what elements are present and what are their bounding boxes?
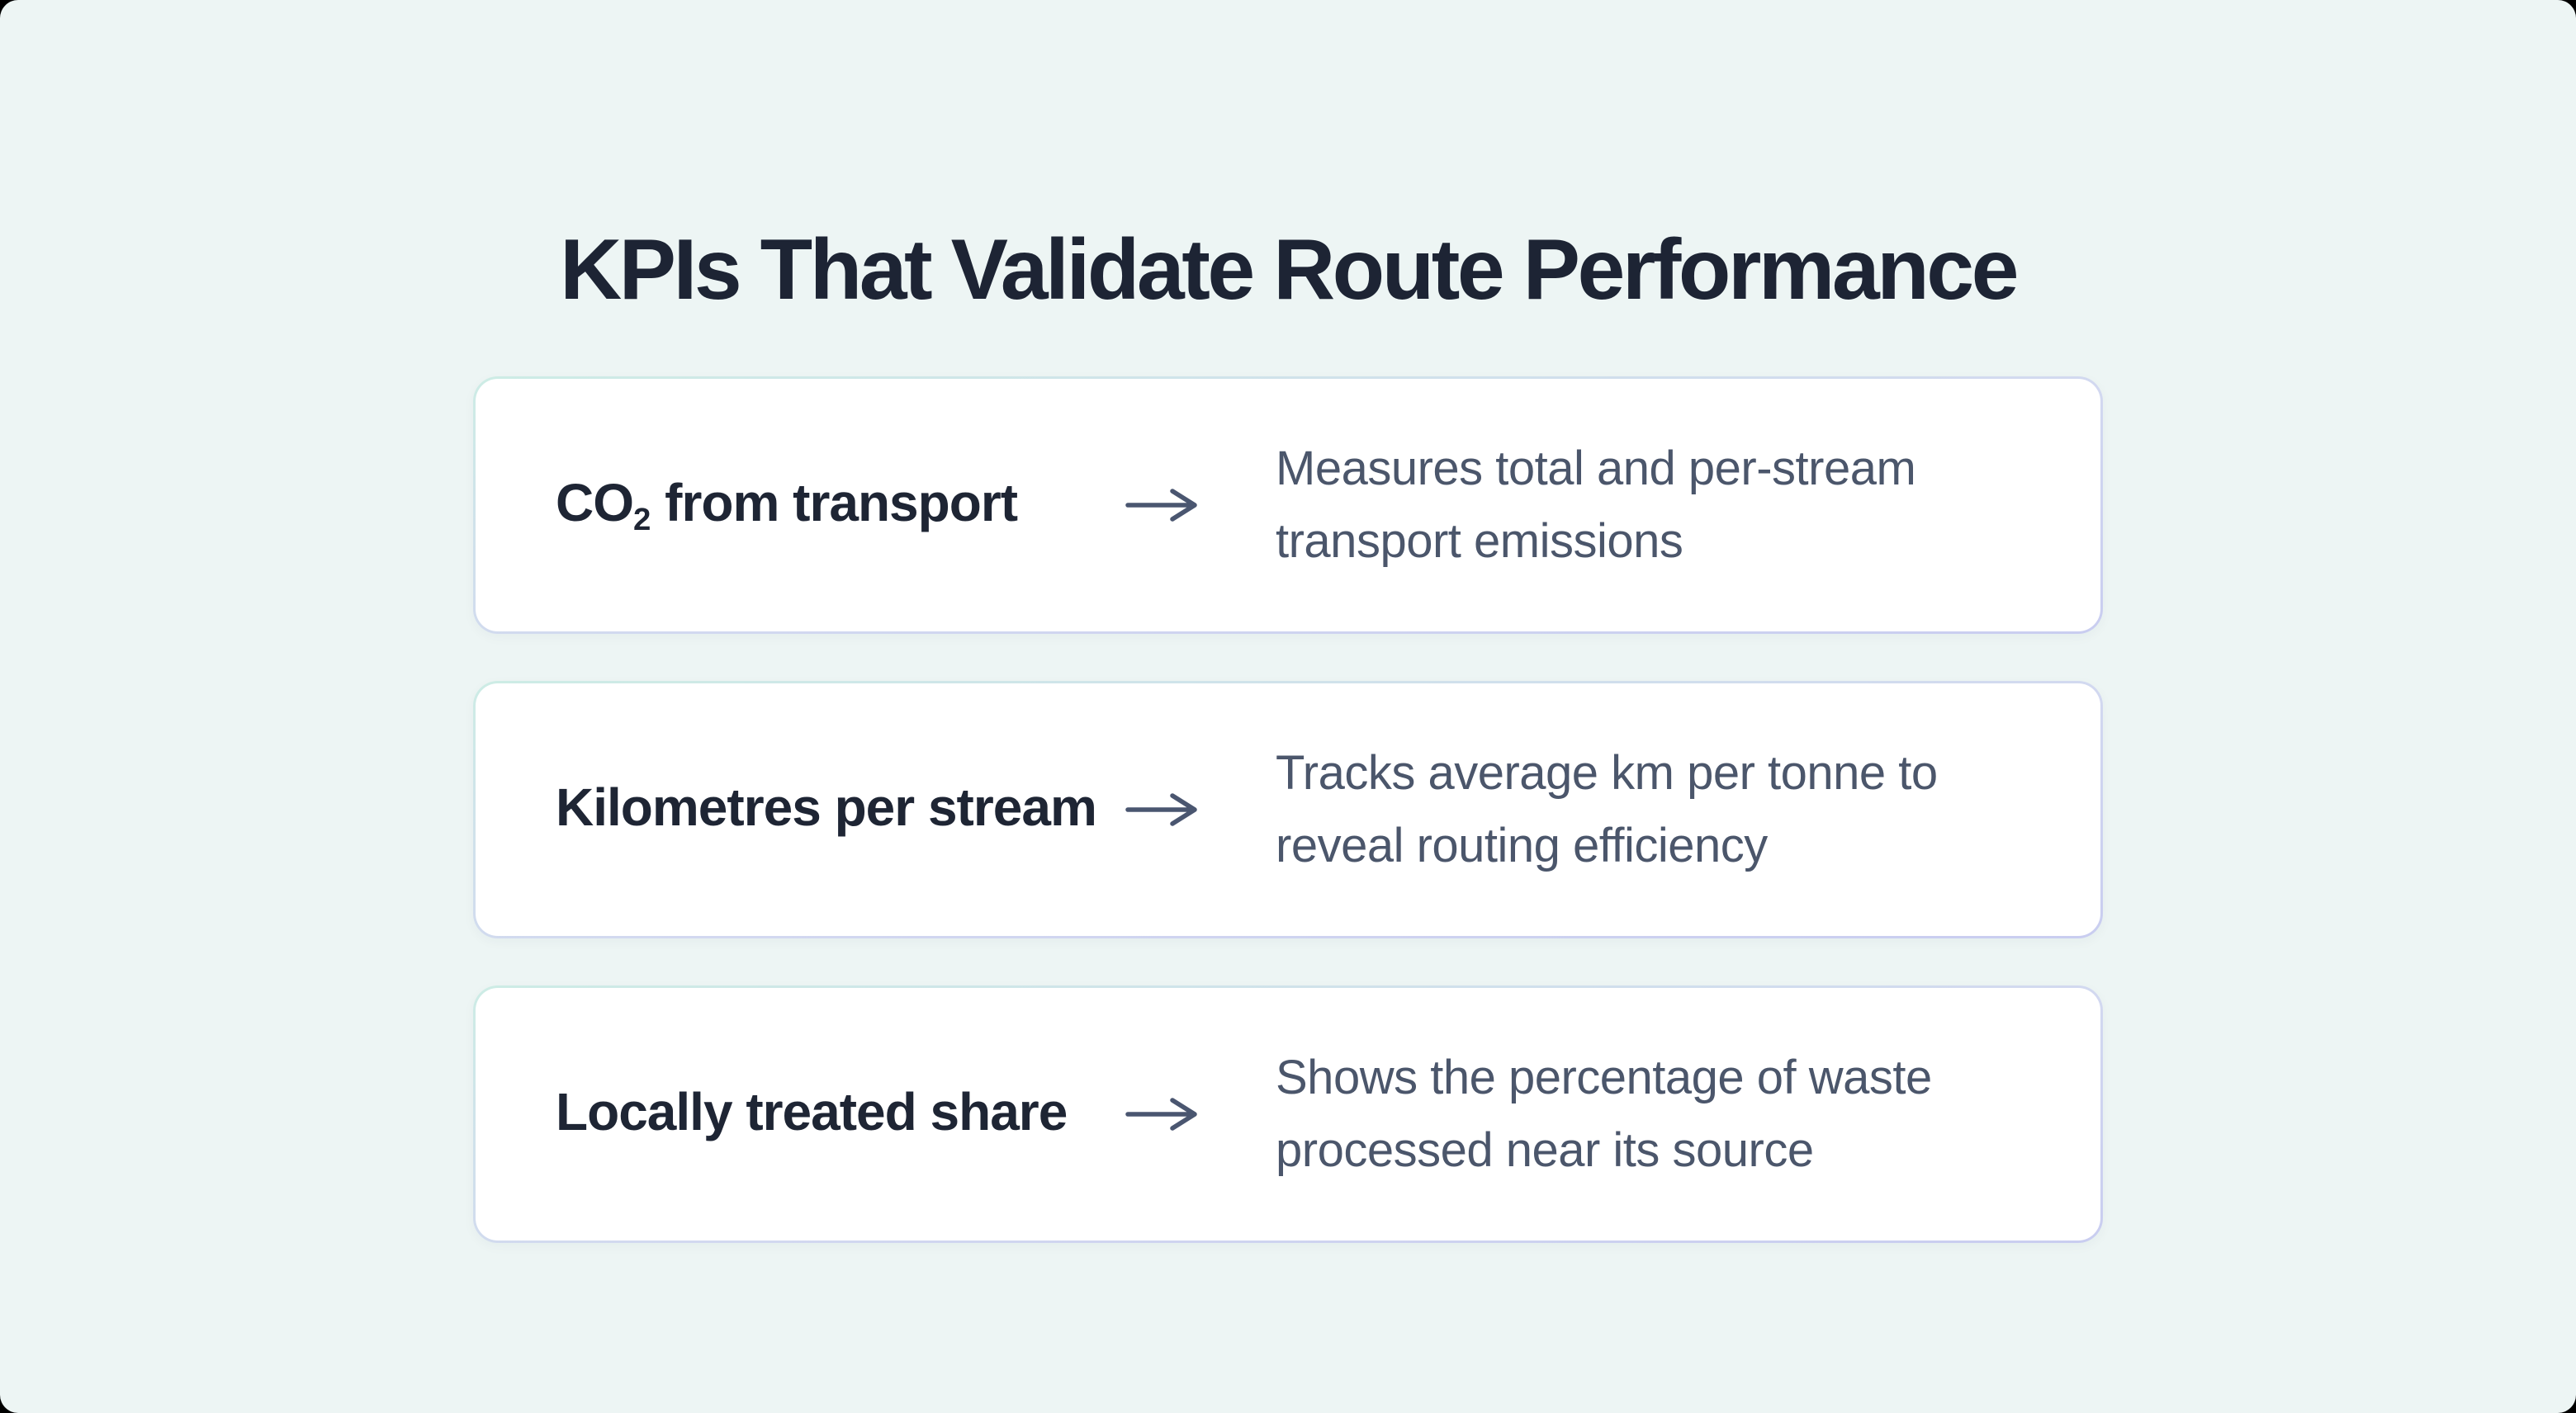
kpi-description-line1: Shows the percentage of waste	[1276, 1051, 1932, 1104]
kpi-description-line2: processed near its source	[1276, 1123, 1814, 1177]
kpi-label-main: Kilometres per stream	[556, 777, 1097, 837]
kpi-card: Kilometres per stream Tracks average km …	[473, 681, 2103, 938]
arrow-right-icon	[1109, 792, 1216, 828]
kpi-card: Locally treated share Shows the percenta…	[473, 985, 2103, 1243]
kpi-card-inner: Locally treated share Shows the percenta…	[476, 988, 2100, 1241]
arrow-right-icon	[1109, 1096, 1216, 1132]
kpi-label-subscript: 2	[633, 501, 651, 537]
kpi-description: Measures total and per-stream transport …	[1276, 432, 1916, 578]
kpi-card-inner: CO2 from transport Measures total and pe…	[476, 379, 2100, 631]
kpi-description-line1: Tracks average km per tonne to	[1276, 746, 1938, 800]
kpi-description-line2: reveal routing efficiency	[1276, 819, 1768, 872]
kpi-label-main: Locally treated share	[556, 1081, 1068, 1141]
kpi-label: Kilometres per stream	[556, 777, 1109, 843]
kpi-description-line1: Measures total and per-stream	[1276, 442, 1916, 495]
kpi-label-main: CO	[556, 472, 634, 532]
kpi-description: Shows the percentage of waste processed …	[1276, 1042, 1932, 1187]
kpi-card: CO2 from transport Measures total and pe…	[473, 376, 2103, 634]
kpi-label: CO2 from transport	[556, 473, 1109, 538]
kpi-card-inner: Kilometres per stream Tracks average km …	[476, 683, 2100, 936]
page-title: KPIs That Validate Route Performance	[560, 221, 2019, 318]
kpi-card-list: CO2 from transport Measures total and pe…	[473, 376, 2103, 1243]
kpi-label: Locally treated share	[556, 1082, 1109, 1147]
kpi-description-line2: transport emissions	[1276, 514, 1683, 568]
kpi-description: Tracks average km per tonne to reveal ro…	[1276, 737, 1938, 882]
kpi-label-rest: from transport	[651, 472, 1018, 532]
arrow-right-icon	[1109, 487, 1216, 523]
